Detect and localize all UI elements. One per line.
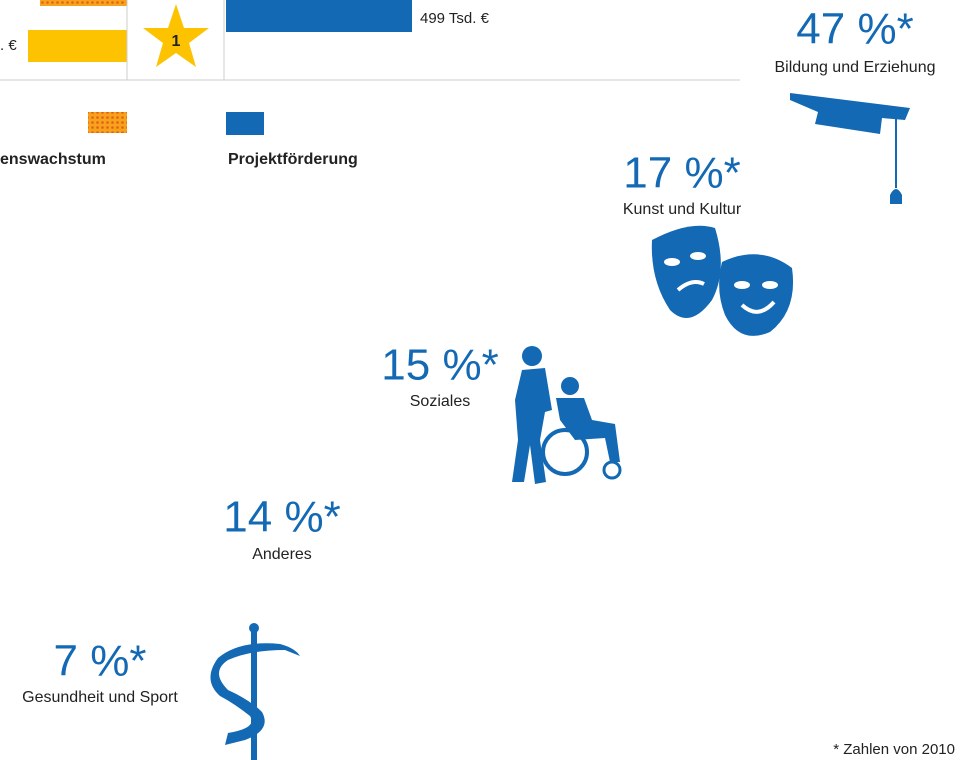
masks-icon	[651, 225, 794, 336]
legend-swatch	[88, 112, 127, 133]
star-label: 1	[172, 33, 181, 50]
staff-icon	[210, 623, 300, 760]
percent: 7 %*	[54, 637, 147, 686]
footnote: * Zahlen von 2010	[833, 741, 955, 758]
star	[143, 4, 209, 67]
category-name: Anderes	[252, 546, 312, 563]
percent: 17 %*	[623, 149, 740, 198]
category-name: Kunst und Kultur	[623, 201, 742, 218]
wheelchair-icon	[512, 346, 622, 484]
category-name: Gesundheit und Sport	[22, 689, 178, 706]
yellow-bar	[28, 30, 127, 62]
project-bar	[226, 0, 412, 32]
category-name: Soziales	[410, 393, 470, 410]
category-name: Bildung und Erziehung	[774, 59, 935, 76]
mortarboard-icon	[790, 93, 910, 204]
percent: 14 %*	[223, 493, 340, 542]
legend-label: Projektförderung	[228, 151, 358, 168]
legend-swatch	[226, 112, 264, 135]
project-value: 499 Tsd. €	[420, 10, 490, 27]
growth-strip	[40, 0, 127, 6]
legend-label: enswachstum	[0, 151, 106, 168]
percent: 15 %*	[381, 341, 498, 390]
bar-label: . €	[0, 37, 17, 54]
percent: 47 %*	[796, 5, 913, 54]
